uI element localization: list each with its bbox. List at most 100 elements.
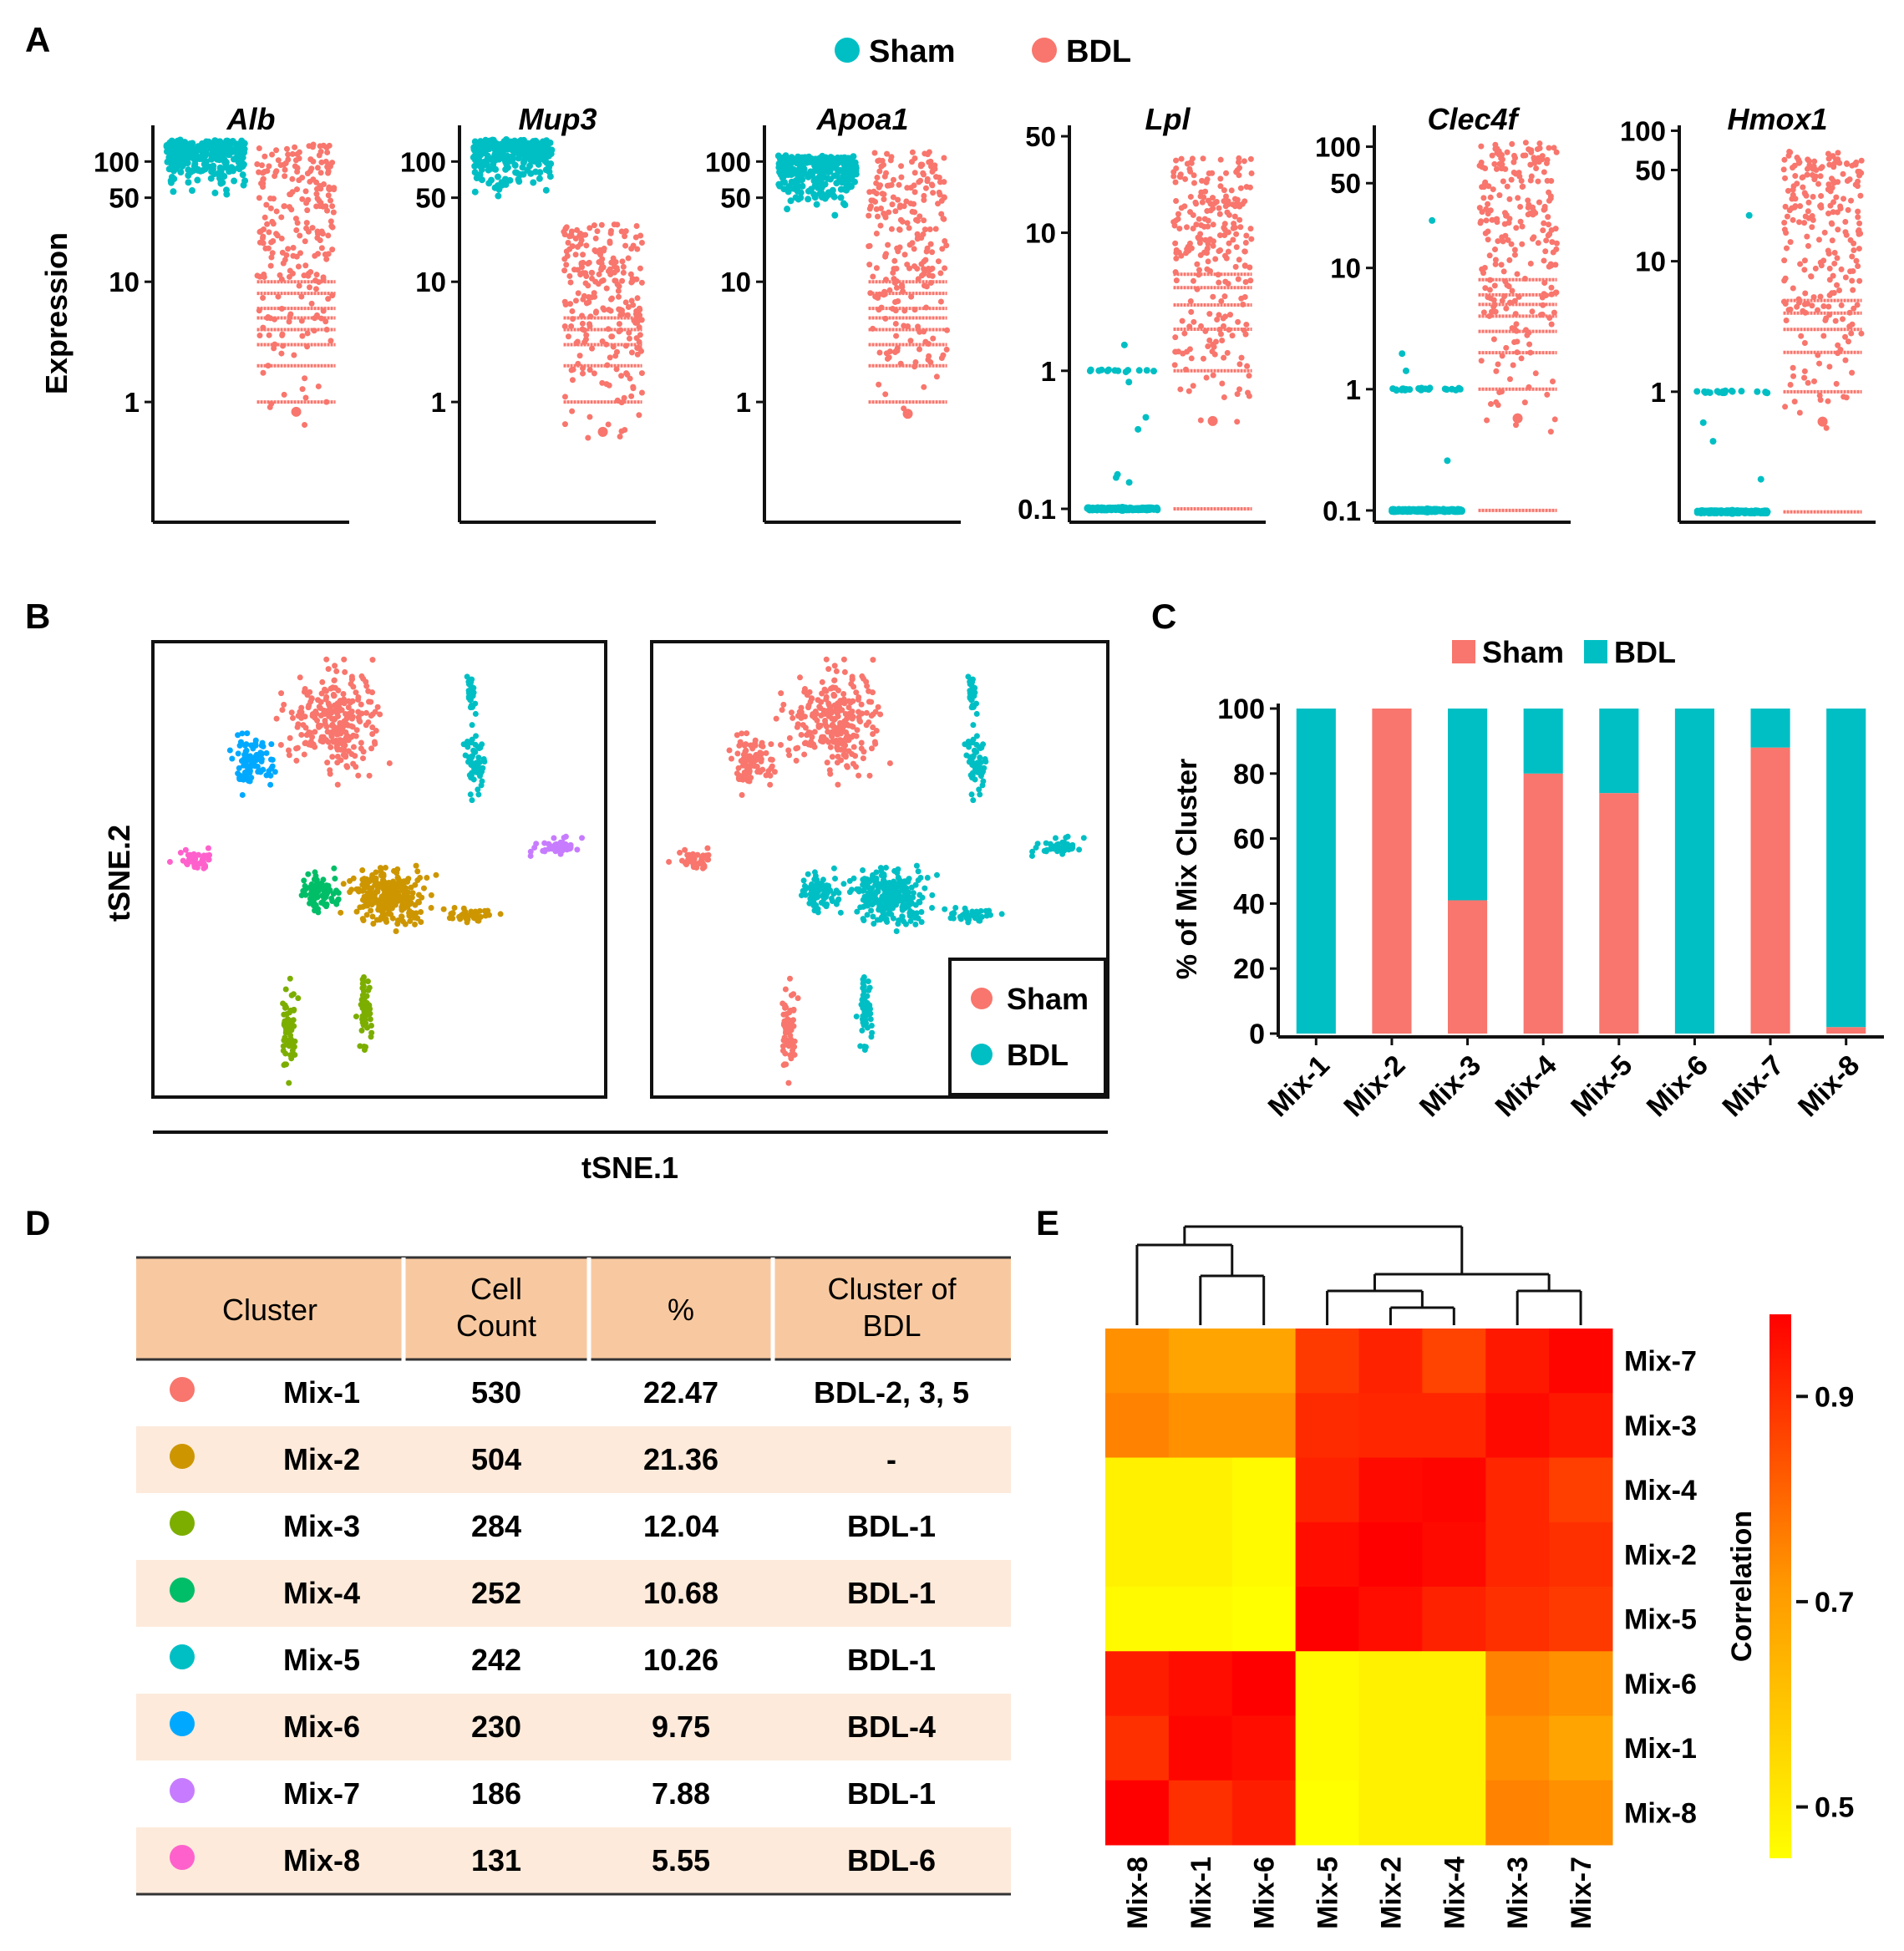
bdl-cell-point (260, 295, 266, 301)
legend-sham-label: Sham (869, 34, 955, 69)
bdl-cell-point (329, 203, 335, 209)
bdl-cell-point (1204, 208, 1210, 214)
sham-cell-point (1394, 387, 1400, 394)
tsne-cell-point (963, 753, 969, 759)
bdl-cell-point (599, 257, 605, 262)
bdl-cell-point (886, 287, 892, 293)
bdl-cell-point (1527, 350, 1533, 356)
bdl-cell-point (1816, 361, 1822, 367)
bdl-cell-point (271, 196, 277, 201)
sham-cell-point (1709, 438, 1716, 445)
bdl-cell-point (1822, 318, 1828, 323)
bdl-cell-point (1538, 312, 1544, 318)
bdl-cell-point (1792, 173, 1798, 179)
tsne-cell-point (329, 734, 335, 739)
bdl-cell-point (942, 265, 947, 271)
bdl-cell-point (569, 308, 575, 314)
bdl-cell-point (1851, 241, 1856, 246)
tsne-cell-point (206, 846, 211, 851)
tsne-cell-point (827, 887, 833, 893)
bdl-cell-point (890, 270, 896, 276)
tsne-cell-point (261, 744, 267, 749)
tsne-cell-point (860, 867, 866, 873)
tsne-cell-point (373, 889, 378, 895)
bdl-cell-point (1186, 244, 1191, 250)
bdl-cell-point (1857, 193, 1863, 199)
bdl-cell-point (1517, 204, 1523, 210)
tsne-cell-point (319, 679, 325, 685)
tsne-cell-point (1076, 846, 1082, 852)
bdl-cell-point (614, 221, 620, 227)
tsne-cell-point (754, 769, 760, 775)
sham-cell-point (805, 174, 812, 180)
bdl-cell-point (256, 333, 262, 338)
tsne-cell-point (192, 864, 198, 870)
sham-cell-point (218, 169, 225, 175)
tsne-cell-point (329, 716, 335, 722)
sham-cell-point (509, 153, 515, 160)
bdl-cell-point (1479, 160, 1485, 165)
bdl-cell-point (1516, 294, 1522, 300)
sham-cell-point (211, 190, 218, 196)
tsne-cell-point (982, 756, 988, 762)
bdl-cell-point (1818, 205, 1824, 211)
bdl-cell-point (925, 151, 931, 157)
bdl-cell-point (1831, 161, 1837, 167)
bdl-cell-point (321, 181, 327, 187)
bdl-cell-point (1546, 231, 1552, 237)
bdl-cell-point (910, 209, 916, 215)
sham-cell-point (185, 153, 191, 160)
bdl-cell-point (1825, 303, 1831, 309)
bdl-cell-point (574, 340, 580, 346)
bdl-cell-point (568, 279, 574, 285)
tsne-cell-point (307, 699, 313, 704)
bdl-cell-point (1802, 190, 1808, 196)
tsne-cell-point (252, 740, 258, 746)
bdl-cell-point (268, 206, 274, 211)
tsne-cell-point (772, 769, 778, 775)
bdl-cell-point (266, 229, 272, 235)
sham-cell-point (1722, 388, 1729, 394)
bdl-cell-point (1193, 221, 1199, 227)
bdl-cell-point (586, 414, 592, 420)
bdl-cell-point (263, 202, 269, 208)
bdl-cell-point (921, 384, 927, 390)
bdl-cell-point (568, 323, 574, 329)
bdl-cell-point (897, 202, 903, 208)
tsne-cell-point (801, 751, 807, 757)
bdl-cell-point (1226, 198, 1231, 204)
bdl-cell-point (261, 226, 267, 232)
tsne-cell-point (368, 699, 373, 705)
sham-cell-point (209, 153, 216, 160)
bdl-cell-point (1855, 263, 1861, 269)
tsne-cell-point (863, 679, 869, 685)
bdl-cell-point (1856, 231, 1862, 237)
tsne-cell-point (704, 846, 710, 851)
tsne-cell-point (332, 725, 338, 731)
bdl-cell-point (1230, 333, 1236, 338)
bdl-cell-point (1217, 211, 1223, 217)
bdl-cell-point (1211, 201, 1217, 206)
bdl-cell-point (1187, 209, 1193, 215)
bdl-cell-point (1219, 380, 1225, 386)
sham-cell-point (170, 148, 177, 155)
bdl-cell-point (1526, 384, 1531, 390)
bdl-cell-point (1243, 240, 1249, 246)
bdl-cell-point (607, 354, 613, 360)
bdl-cell-point (898, 361, 904, 367)
bdl-cell-point (1525, 197, 1531, 203)
bdl-cell-point (285, 151, 291, 157)
bdl-cell-point (575, 244, 581, 250)
bdl-cell-point (302, 395, 308, 401)
y-tick-label: 10 (109, 267, 140, 297)
bdl-cell-point (324, 150, 330, 155)
bdl-cell-point (273, 147, 279, 153)
tsne-cell-point (360, 977, 366, 983)
tsne-cell-point (326, 702, 332, 708)
bdl-cell-point (302, 238, 308, 244)
bdl-cell-point (1186, 389, 1192, 394)
y-tick-label: 50 (1635, 155, 1666, 185)
bdl-cell-point (1247, 226, 1253, 231)
bdl-cell-point (883, 215, 889, 221)
bdl-cell-point (1835, 350, 1841, 356)
